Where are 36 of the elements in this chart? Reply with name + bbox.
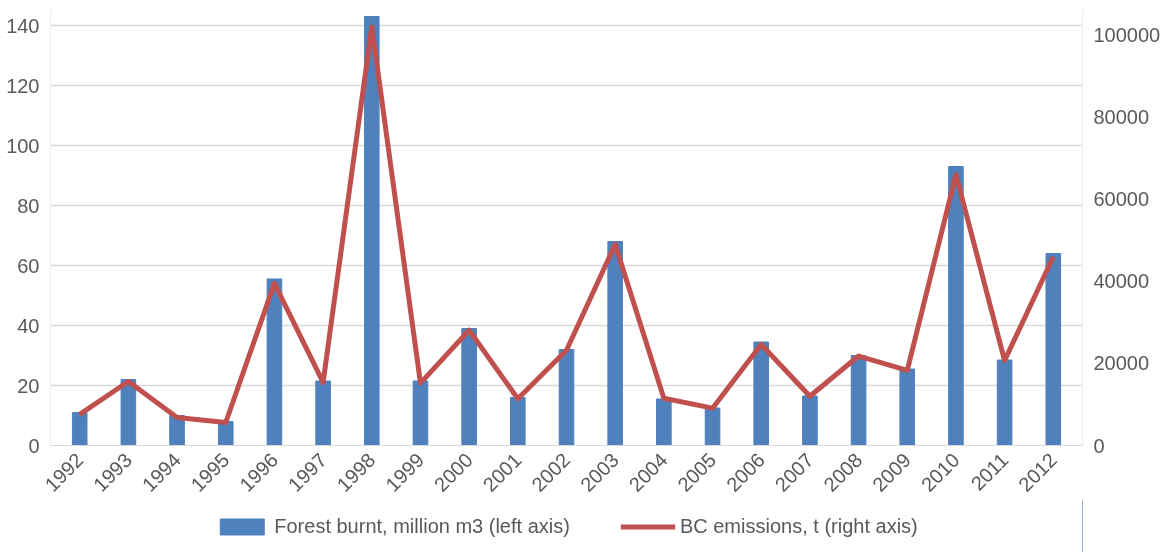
bar	[266, 278, 283, 446]
bar	[315, 380, 331, 446]
bar	[899, 368, 916, 446]
y-tick-label: 60	[17, 254, 40, 277]
bar	[996, 359, 1013, 446]
y-tick-label: 120	[6, 74, 40, 97]
y2-tick-label: 60000	[1093, 188, 1150, 211]
bar	[753, 341, 770, 446]
bar	[1045, 253, 1062, 446]
y-tick-label: 0	[28, 434, 40, 457]
y2-tick-label: 0	[1093, 434, 1105, 457]
y-tick-label: 40	[17, 314, 40, 337]
bar	[704, 407, 721, 446]
bar	[948, 166, 964, 446]
legend-label: Forest burnt, million m3 (left axis)	[274, 514, 570, 538]
y2-tick-label: 80000	[1093, 106, 1150, 129]
bar	[656, 398, 672, 446]
bar	[607, 241, 623, 446]
bar	[120, 379, 137, 446]
bar	[71, 412, 88, 446]
bar	[850, 355, 867, 446]
bar	[412, 380, 429, 446]
bar	[461, 328, 477, 446]
y2-tick-label: 20000	[1093, 352, 1150, 375]
y2-tick-label: 100000	[1093, 24, 1161, 47]
bar	[510, 397, 526, 446]
y-tick-label: 100	[6, 134, 40, 157]
bar	[558, 349, 575, 446]
bar	[802, 395, 818, 446]
bar	[217, 421, 234, 446]
legend-label: BC emissions, t (right axis)	[679, 514, 918, 538]
y2-tick-label: 40000	[1093, 270, 1150, 293]
y-tick-label: 20	[17, 374, 40, 397]
y-tick-label: 80	[17, 194, 40, 217]
y-tick-label: 140	[6, 14, 40, 37]
bar	[363, 16, 380, 446]
